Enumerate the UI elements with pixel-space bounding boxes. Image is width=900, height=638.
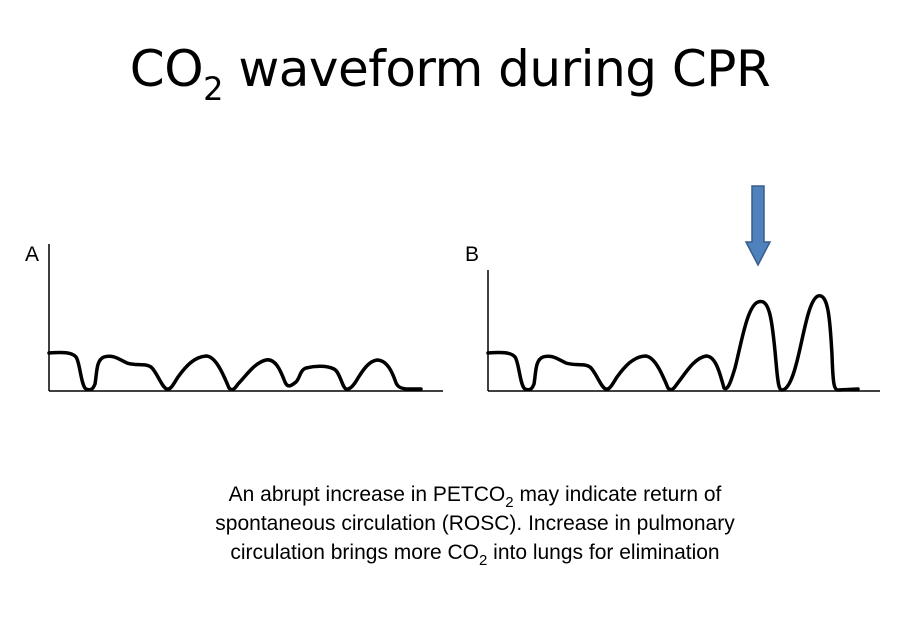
caption: An abrupt increase in PETCO2 may indicat…	[150, 480, 800, 569]
caption-line-1: An abrupt increase in PETCO2 may indicat…	[150, 480, 800, 511]
panel-b-waveform	[486, 294, 860, 392]
caption-line-3-text: circulation brings more CO	[230, 541, 479, 564]
caption-line-2: spontaneous circulation (ROSC). Increase…	[215, 512, 735, 535]
title-suffix: waveform during CPR	[222, 40, 771, 98]
panel-b-axes	[487, 270, 880, 392]
slide-title: CO2 waveform during CPR	[0, 38, 900, 120]
panel-a-axes	[48, 244, 443, 392]
title-subscript: 2	[203, 70, 223, 108]
rosc-arrow	[744, 185, 772, 267]
panel-a-waveform	[47, 350, 423, 392]
title-prefix: CO	[129, 40, 204, 98]
panel-a-label: A	[25, 243, 40, 266]
panel-b-label: B	[465, 243, 480, 266]
caption-line-3-rest: into lungs for elimination	[487, 541, 720, 564]
caption-line-1-text: An abrupt increase in PETCO	[228, 483, 506, 506]
caption-line-1-subscript: 2	[505, 494, 514, 511]
caption-line-3-subscript: 2	[478, 552, 488, 569]
caption-line-1-rest: may indicate return of	[513, 483, 722, 506]
caption-line-3: circulation brings more CO2 into lungs f…	[150, 538, 800, 569]
